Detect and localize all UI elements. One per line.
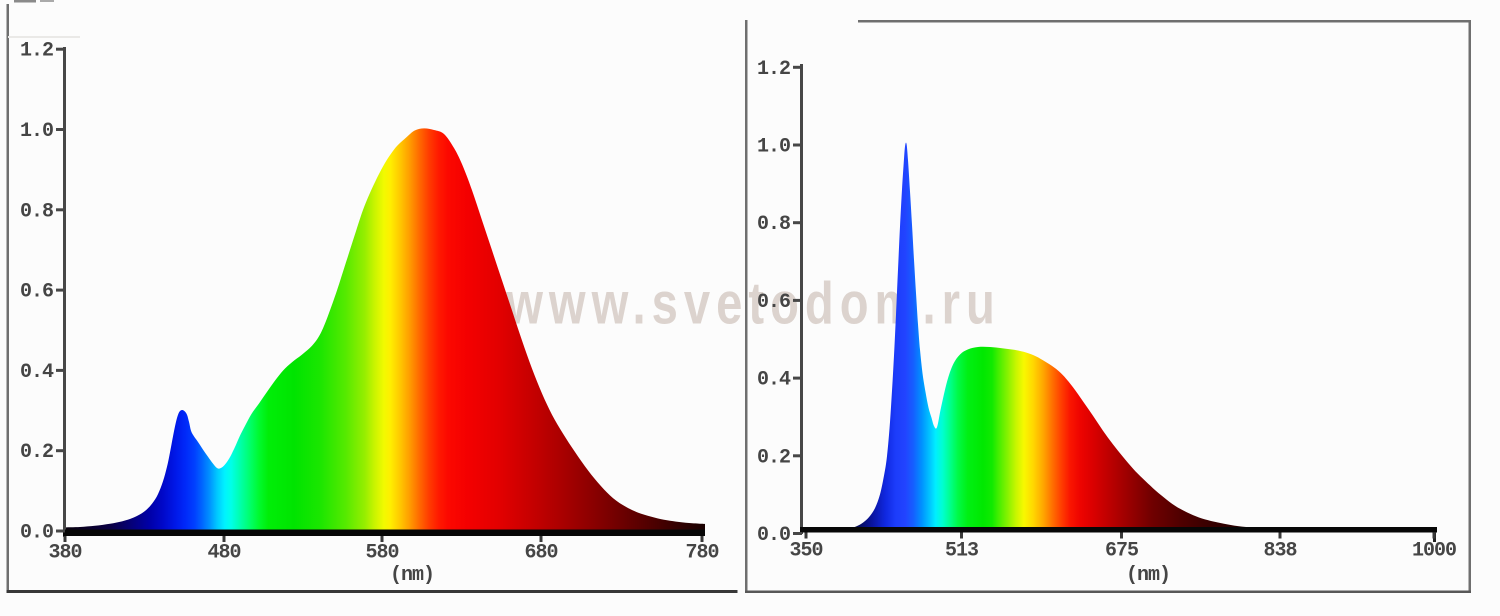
svg-text:1000: 1000 bbox=[1412, 540, 1456, 563]
svg-text:1.2: 1.2 bbox=[757, 58, 790, 81]
svg-text:0.2: 0.2 bbox=[20, 441, 53, 464]
svg-text:380: 380 bbox=[48, 542, 81, 565]
svg-text:1.2: 1.2 bbox=[20, 40, 53, 63]
svg-text:480: 480 bbox=[207, 542, 240, 565]
svg-text:838: 838 bbox=[1263, 540, 1296, 563]
svg-text:780: 780 bbox=[685, 542, 718, 565]
svg-text:0.0: 0.0 bbox=[20, 522, 53, 545]
svg-text:(nm): (nm) bbox=[390, 564, 434, 587]
svg-text:1.0: 1.0 bbox=[757, 136, 790, 159]
svg-text:(nm): (nm) bbox=[1126, 564, 1170, 587]
svg-text:0.8: 0.8 bbox=[20, 200, 53, 223]
svg-text:350: 350 bbox=[789, 540, 822, 563]
svg-text:0.0: 0.0 bbox=[757, 524, 790, 547]
svg-text:675: 675 bbox=[1105, 540, 1138, 563]
svg-text:0.2: 0.2 bbox=[757, 446, 790, 469]
svg-text:0.4: 0.4 bbox=[20, 361, 54, 384]
svg-text:0.4: 0.4 bbox=[757, 369, 791, 392]
svg-text:0.8: 0.8 bbox=[757, 213, 790, 236]
svg-text:580: 580 bbox=[365, 542, 398, 565]
svg-text:513: 513 bbox=[945, 540, 978, 563]
svg-text:0.6: 0.6 bbox=[20, 281, 53, 304]
svg-text:680: 680 bbox=[524, 542, 557, 565]
svg-text:www.svetodom.ru: www.svetodom.ru bbox=[505, 272, 1000, 337]
svg-text:0.6: 0.6 bbox=[757, 291, 790, 314]
svg-text:1.0: 1.0 bbox=[20, 120, 53, 143]
